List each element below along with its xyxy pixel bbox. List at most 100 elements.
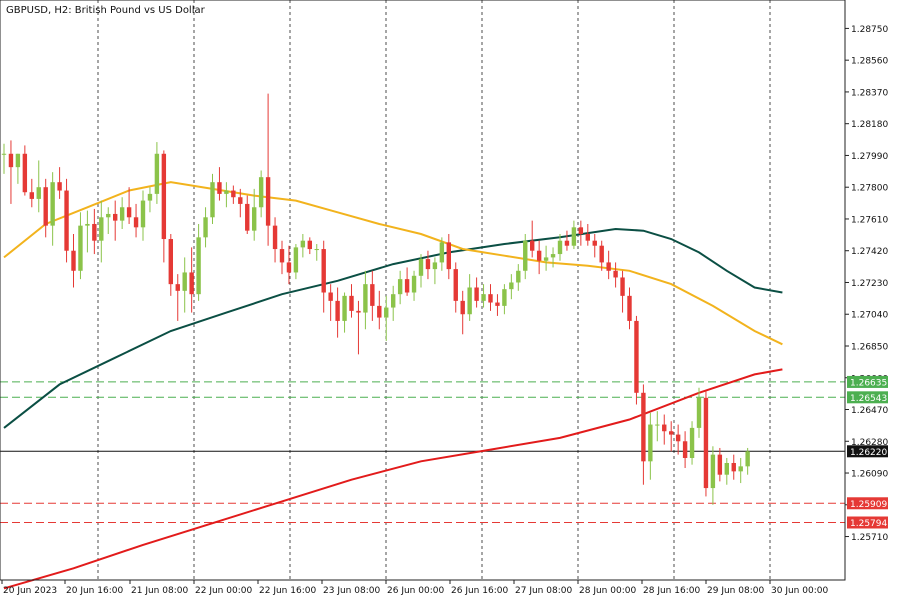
candle-bear: [133, 217, 139, 228]
candle-bear: [675, 434, 681, 442]
candle-bull: [648, 424, 653, 462]
price-tick-label: 1.27800: [851, 184, 888, 194]
candle-bear: [599, 245, 604, 263]
candle-bull: [502, 289, 507, 306]
candle-bull: [147, 193, 153, 201]
candle-bear: [57, 182, 62, 191]
candle-bear: [682, 441, 688, 458]
candle-bear: [321, 249, 326, 293]
candle-bull: [543, 257, 549, 261]
candle-bull: [411, 275, 417, 293]
candle-bear: [126, 207, 132, 218]
candle-bear: [578, 227, 584, 235]
candle-bear: [272, 225, 278, 250]
candle-bull: [738, 466, 743, 472]
candle-bull: [745, 451, 750, 467]
time-tick-label: 27 Jun 08:00: [515, 586, 572, 596]
price-tick-label: 1.28370: [851, 88, 888, 98]
candle-bear: [328, 292, 333, 301]
candle-bear: [8, 153, 14, 168]
current-price-label: 1.26220: [850, 448, 887, 458]
time-tick-label: 22 Jun 16:00: [259, 586, 316, 596]
candle-bull: [119, 207, 125, 221]
candle-bear: [592, 240, 597, 246]
current-price-label-box: [847, 445, 888, 458]
price-tick-label: 1.27230: [851, 279, 888, 289]
candle-bear: [474, 287, 479, 301]
price-tick-label: 1.25710: [851, 533, 888, 543]
time-tick-label: 21 Jun 08:00: [131, 586, 188, 596]
candle-bear: [620, 277, 625, 296]
candle-bear: [279, 249, 285, 263]
price-tick-label: 1.27990: [851, 152, 888, 162]
candle-bull: [363, 284, 368, 313]
candle-bear: [425, 259, 431, 270]
time-tick-label: 28 Jun 16:00: [643, 586, 700, 596]
candle-bull: [467, 287, 472, 315]
candle-bull: [384, 307, 389, 318]
candle-bear: [71, 250, 76, 271]
candle-bear: [488, 294, 493, 303]
candle-bear: [613, 270, 618, 278]
time-tick-label: 23 Jun 08:00: [323, 586, 380, 596]
candle-bear: [238, 197, 243, 204]
candle-bear: [606, 262, 611, 271]
price-tick-label: 1.28180: [851, 120, 888, 130]
candle-bull: [36, 187, 41, 199]
time-tick-label: 29 Jun 08:00: [707, 586, 764, 596]
candle-bear: [703, 397, 709, 489]
candle-bear: [495, 302, 500, 306]
candlesticks: [1, 93, 750, 505]
candle-bear: [641, 392, 646, 462]
candle-bear: [530, 240, 535, 251]
price-tick-label: 1.26090: [851, 470, 888, 480]
support-upper-label: 1.25909: [850, 500, 887, 510]
candle-bull: [481, 294, 486, 301]
candle-bull: [140, 200, 146, 228]
candle-bull: [154, 153, 160, 194]
price-tick-label: 1.27420: [851, 247, 888, 257]
resistance-lower-label-box: [847, 391, 888, 404]
candle-bull: [509, 282, 514, 290]
plot-frame: [0, 0, 846, 581]
candle-bull: [182, 272, 187, 291]
candle-bull: [99, 217, 104, 241]
candle-bear: [43, 187, 48, 226]
candle-bear: [231, 190, 236, 198]
candle-bear: [564, 240, 570, 246]
candle-bear: [175, 284, 180, 291]
candle-bear: [536, 250, 542, 261]
candle-bull: [50, 182, 55, 226]
candle-bear: [92, 223, 97, 241]
candle-bear: [453, 269, 458, 301]
candle-bull: [696, 397, 702, 428]
price-tick-label: 1.26280: [851, 438, 888, 448]
time-tick-label: 28 Jun 00:00: [579, 586, 636, 596]
candle-bear: [404, 279, 410, 293]
candle-bear: [662, 424, 667, 432]
resistance-upper-label: 1.26635: [850, 378, 887, 388]
candle-bear: [335, 300, 340, 321]
price-tick-label: 1.26470: [851, 406, 888, 416]
candle-bear: [349, 295, 354, 311]
candle-bear: [64, 190, 69, 251]
moving-average-fast: [3, 181, 783, 346]
candle-bull: [258, 177, 264, 208]
level-labels: 1.26635 1.26543 1.26220 1.25909 1.25794: [847, 375, 888, 529]
candle-bear: [356, 310, 361, 313]
candle-bear: [460, 300, 465, 315]
time-tick-label: 22 Jun 00:00: [195, 586, 252, 596]
candle-bull: [391, 294, 396, 308]
time-axis: 20 Jun 2023 20 Jun 16:00 21 Jun 08:00 22 Ju…: [1, 580, 828, 596]
price-tick-label: 1.26850: [851, 342, 888, 352]
candle-bull: [724, 462, 729, 475]
candle-bull: [342, 295, 347, 321]
candle-bull: [85, 223, 90, 226]
candle-bull: [523, 240, 528, 271]
candle-bear: [29, 192, 34, 199]
time-tick-label: 26 Jun 00:00: [387, 586, 444, 596]
candle-bear: [377, 305, 382, 318]
candle-bull: [571, 227, 577, 246]
